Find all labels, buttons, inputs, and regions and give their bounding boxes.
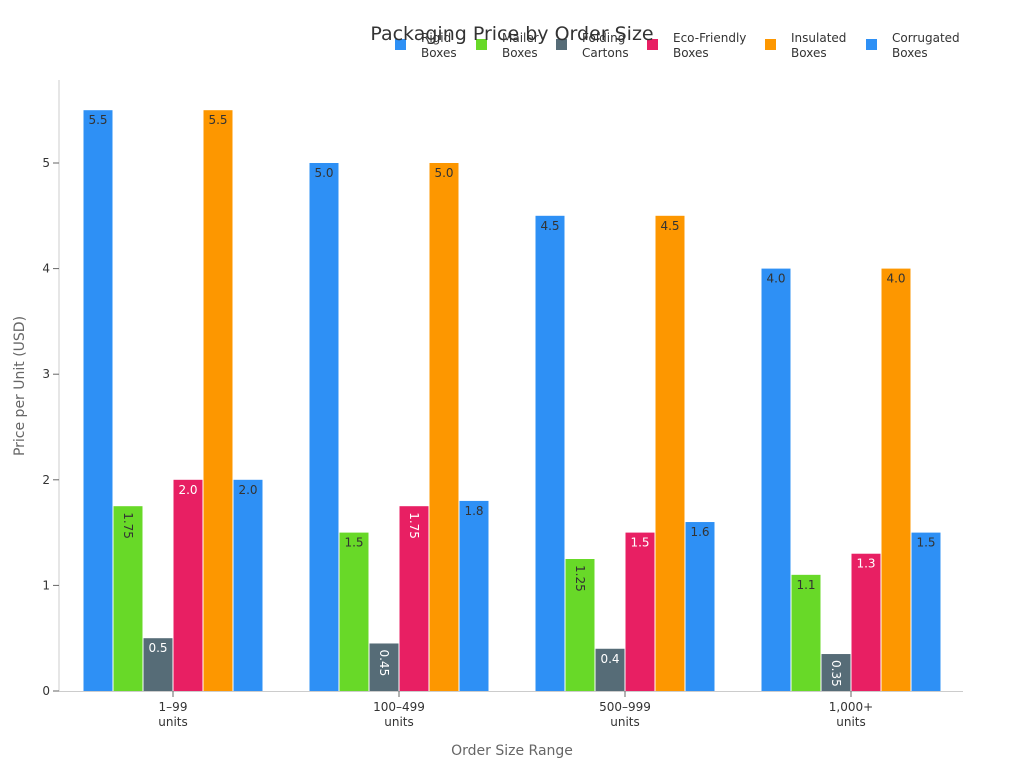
bar	[173, 479, 203, 691]
bar	[233, 479, 263, 691]
bar	[655, 215, 685, 692]
legend-label: Corrugated Boxes	[892, 31, 960, 60]
bar	[911, 532, 941, 691]
y-axis-title: Price per Unit (USD)	[12, 316, 28, 456]
legend: Rigid Boxes Mailer Boxes Folding Cartons Eco-F…	[395, 31, 960, 60]
axes-layer: 0 1 2 3 4 5 1–99 units 100–499 units 500–999 units 1…	[42, 80, 963, 729]
bar	[595, 648, 625, 691]
legend-swatch	[866, 39, 877, 50]
data-label: 1.3	[856, 557, 875, 571]
legend-swatch	[765, 39, 776, 50]
x-tick-label: 1–99 units	[158, 700, 188, 729]
y-tick-label: 1	[42, 578, 50, 592]
bar	[459, 500, 489, 691]
data-label: 1.75	[407, 512, 421, 539]
data-label: 5.0	[434, 166, 453, 180]
data-label: 1.6	[690, 525, 709, 539]
data-label: 0.45	[377, 649, 391, 676]
data-label: 5.5	[88, 113, 107, 127]
data-label: 0.4	[600, 652, 619, 666]
bar	[429, 163, 459, 691]
bar	[339, 532, 369, 691]
legend-swatch	[647, 39, 658, 50]
data-label: 4.5	[660, 219, 679, 233]
bar	[791, 574, 821, 691]
bar	[309, 163, 339, 691]
bars-layer	[83, 110, 941, 692]
x-axis-title: Order Size Range	[451, 743, 573, 759]
y-tick-label: 0	[42, 684, 50, 698]
bar	[761, 268, 791, 691]
data-label: 0.35	[829, 660, 843, 687]
legend-swatch	[556, 39, 567, 50]
bar	[625, 532, 655, 691]
data-label: 5.5	[208, 113, 227, 127]
data-label: 1.5	[344, 536, 363, 550]
y-tick-label: 2	[42, 473, 50, 487]
x-tick-label: 1,000+ units	[829, 700, 873, 729]
data-label: 2.0	[238, 483, 257, 497]
data-label: 0.5	[148, 641, 167, 655]
data-label: 2.0	[178, 483, 197, 497]
data-label: 1.1	[796, 578, 815, 592]
x-tick-label: 500–999 units	[599, 700, 651, 729]
data-label: 1.75	[121, 512, 135, 539]
data-labels-layer: 5.5 5.0 4.5 4.0 1.75 1.5 1.25 1.1 0.5 0.45 0.4 0.35…	[88, 113, 935, 687]
data-label: 5.0	[314, 166, 333, 180]
data-label: 1.5	[630, 536, 649, 550]
bar	[399, 506, 429, 691]
legend-label: Insulated Boxes	[791, 31, 846, 60]
y-tick-label: 5	[42, 156, 50, 170]
legend-label: Rigid Boxes	[421, 31, 457, 60]
bar	[851, 553, 881, 691]
bar	[369, 643, 399, 691]
legend-swatch	[476, 39, 487, 50]
chart-title: Packaging Price by Order Size	[370, 23, 653, 45]
x-tick-label: 100–499 units	[373, 700, 425, 729]
y-tick-label: 3	[42, 367, 50, 381]
bar	[203, 110, 233, 691]
y-tick-label: 4	[42, 262, 50, 276]
legend-swatch	[395, 39, 406, 50]
bar	[881, 268, 911, 691]
legend-label: Eco-Friendly Boxes	[673, 31, 746, 60]
data-label: 4.0	[886, 272, 905, 286]
bar	[113, 506, 143, 691]
data-label: 1.25	[573, 565, 587, 592]
bar	[821, 654, 851, 691]
bar	[535, 215, 565, 692]
legend-label: Mailer Boxes	[502, 31, 539, 60]
bar	[143, 638, 173, 691]
bar	[83, 110, 113, 691]
data-label: 4.0	[766, 272, 785, 286]
bar	[565, 559, 595, 691]
data-label: 1.5	[916, 536, 935, 550]
data-label: 4.5	[540, 219, 559, 233]
legend-label: Folding Cartons	[582, 31, 629, 60]
data-label: 1.8	[464, 504, 483, 518]
bar	[685, 522, 715, 691]
